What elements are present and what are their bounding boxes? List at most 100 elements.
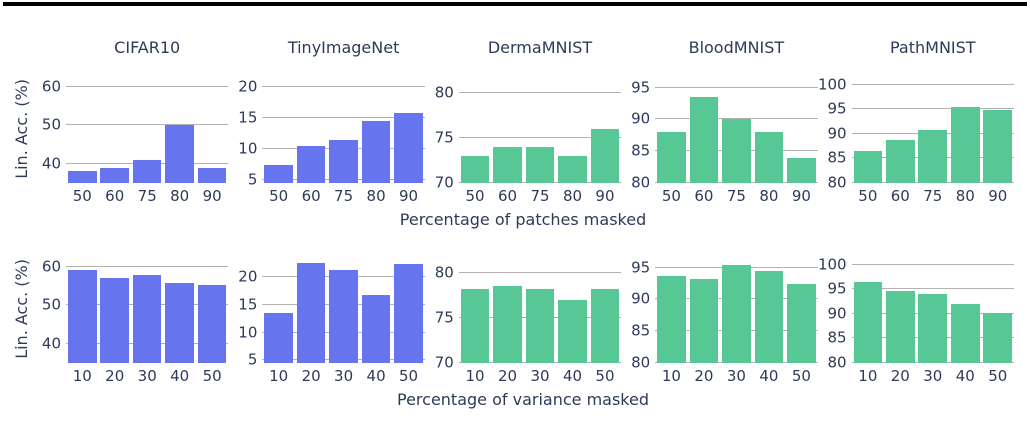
x-tick-label: 75 xyxy=(726,187,746,205)
plot-area xyxy=(262,255,425,363)
gridline xyxy=(458,272,622,273)
subplots-variance: 40 50 60 10 20 30 40 50 5 10 15 20 10 20 30 40 50 70 75 80 1… xyxy=(32,255,1014,386)
y-tick-label: 80 xyxy=(827,173,847,192)
bar xyxy=(329,139,358,183)
subplot-dermamnist-patches: DermaMNIST 70 75 80 50 60 75 80 90 xyxy=(425,37,622,206)
y-tick-label: 20 xyxy=(238,77,258,96)
y-tick-label: 85 xyxy=(631,321,651,340)
plot-area-wrap: 70 75 80 xyxy=(425,75,622,190)
y-tick-label: 70 xyxy=(434,353,454,372)
subplot-cifar10-patches: CIFAR10 40 50 60 50 60 75 80 90 xyxy=(32,37,229,206)
y-tick-label: 15 xyxy=(238,108,258,127)
x-tick-label: 80 xyxy=(562,187,583,205)
bar xyxy=(722,265,751,363)
x-tick-label: 30 xyxy=(334,367,354,385)
gridline xyxy=(851,263,1014,265)
bar xyxy=(950,304,980,363)
bar xyxy=(558,156,587,183)
x-tick-label: 60 xyxy=(890,187,910,205)
y-tick-label: 5 xyxy=(247,350,258,369)
bar xyxy=(983,110,1013,183)
x-tick-labels: 10 20 30 40 50 xyxy=(655,366,817,386)
y-tick-label: 95 xyxy=(631,258,651,277)
subplot-dermamnist-variance: 70 75 80 10 20 30 40 50 xyxy=(425,255,622,386)
bar xyxy=(165,283,194,363)
y-tick-label: 100 xyxy=(817,75,847,94)
x-tick-labels: 50 60 75 80 90 xyxy=(655,186,817,206)
x-tick-label: 50 xyxy=(661,187,681,205)
subplot-cifar10-variance: 40 50 60 10 20 30 40 50 xyxy=(32,255,229,386)
gridline xyxy=(262,117,425,119)
bar xyxy=(983,312,1013,363)
y-tick-label: 95 xyxy=(827,99,847,118)
subplot-tinyimagenet-variance: 5 10 15 20 10 20 30 40 50 xyxy=(228,255,425,386)
bar xyxy=(754,270,784,363)
plot-area-wrap: 80 85 90 95 100 xyxy=(817,75,1014,190)
x-tick-label: 40 xyxy=(562,367,583,385)
x-tick-label: 75 xyxy=(923,187,943,205)
plot-area xyxy=(851,255,1014,363)
y-tick-label: 80 xyxy=(434,83,454,102)
x-tick-labels: 10 20 30 40 50 xyxy=(66,366,228,386)
x-tick-label: 60 xyxy=(301,187,321,205)
x-tick-label: 60 xyxy=(694,187,714,205)
y-tick-label: 80 xyxy=(434,263,454,282)
x-tick-label: 50 xyxy=(72,187,92,205)
y-tick-label: 95 xyxy=(827,279,847,298)
bar xyxy=(787,157,816,183)
y-tick-label: 75 xyxy=(434,308,454,327)
bar xyxy=(264,313,293,363)
x-tick-label: 40 xyxy=(955,367,975,385)
subplot-title: BloodMNIST xyxy=(688,38,785,57)
bar xyxy=(787,284,816,363)
bar xyxy=(886,139,915,183)
y-tick-label: 95 xyxy=(631,78,651,97)
x-tick-label: 30 xyxy=(137,367,157,385)
plot-area-wrap: 80 85 90 95 xyxy=(621,255,818,370)
y-tick-label: 85 xyxy=(827,148,847,167)
plot-area xyxy=(851,75,1014,183)
x-axis-label-variance: Percentage of variance masked xyxy=(397,390,649,409)
x-tick-label: 80 xyxy=(955,187,975,205)
subplot-pathmnist-variance: 80 85 90 95 100 10 20 30 40 50 xyxy=(818,255,1014,386)
x-tick-label: 50 xyxy=(202,367,222,385)
x-tick-label: 10 xyxy=(269,367,289,385)
y-tick-label: 50 xyxy=(41,295,61,314)
y-axis-label-wrap: Lin. Acc. (%) xyxy=(10,37,32,183)
plot-area-wrap: 80 85 90 95 xyxy=(621,75,818,190)
bar xyxy=(296,263,326,363)
x-tick-labels: 10 20 30 40 50 xyxy=(852,366,1014,386)
bar xyxy=(264,164,293,183)
x-tick-label: 20 xyxy=(105,367,125,385)
y-tick-label: 90 xyxy=(827,124,847,143)
y-tick-label: 10 xyxy=(238,323,258,342)
subplot-title: TinyImageNet xyxy=(287,38,400,57)
y-tick-labels: 80 85 90 95 100 xyxy=(817,75,852,190)
bar xyxy=(460,156,490,183)
bar xyxy=(689,278,719,363)
bar xyxy=(853,151,883,183)
bar xyxy=(722,119,751,183)
y-tick-label: 60 xyxy=(41,77,61,96)
y-tick-labels: 70 75 80 xyxy=(425,255,459,370)
subplot-bloodmnist-patches: BloodMNIST 80 85 90 95 50 60 75 80 90 xyxy=(621,37,818,206)
x-tick-label: 90 xyxy=(399,187,419,205)
subplot-title: PathMNIST xyxy=(890,38,976,57)
x-tick-label: 50 xyxy=(465,187,485,205)
y-tick-label: 90 xyxy=(631,109,651,128)
plot-area-wrap: 5 10 15 20 xyxy=(228,75,425,187)
gridline xyxy=(66,124,229,126)
x-tick-label: 10 xyxy=(72,367,92,385)
gridline xyxy=(458,137,622,138)
bar xyxy=(657,275,686,363)
subplot-title: DermaMNIST xyxy=(487,38,593,57)
plot-area xyxy=(262,75,425,183)
bar xyxy=(493,147,522,183)
x-tick-label: 80 xyxy=(170,187,190,205)
x-tick-labels: 50 60 75 80 90 xyxy=(852,186,1014,206)
bar xyxy=(493,285,522,363)
plot-area-wrap: 80 85 90 95 100 xyxy=(818,255,1014,370)
y-tick-label: 85 xyxy=(827,328,847,347)
subplot-tinyimagenet-patches: TinyImageNet 5 10 15 20 50 60 75 80 90 xyxy=(228,37,425,206)
